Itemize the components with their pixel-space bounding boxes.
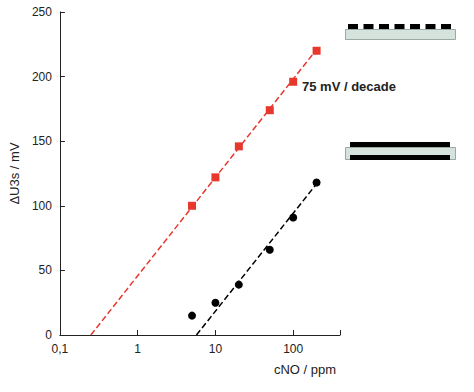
svg-text:1: 1 (134, 342, 141, 356)
svg-text:cNO / ppm: cNO / ppm (274, 362, 336, 377)
svg-text:0: 0 (45, 328, 52, 342)
svg-text:10: 10 (209, 342, 223, 356)
svg-text:200: 200 (32, 70, 52, 84)
svg-text:100: 100 (283, 342, 303, 356)
svg-text:100: 100 (32, 199, 52, 213)
svg-text:75 mV / decade: 75 mV / decade (302, 79, 396, 94)
svg-text:250: 250 (32, 5, 52, 19)
svg-text:0,1: 0,1 (52, 342, 69, 356)
svg-text:50: 50 (39, 263, 53, 277)
svg-text:ΔU3s / mV: ΔU3s / mV (7, 142, 22, 204)
svg-text:150: 150 (32, 134, 52, 148)
